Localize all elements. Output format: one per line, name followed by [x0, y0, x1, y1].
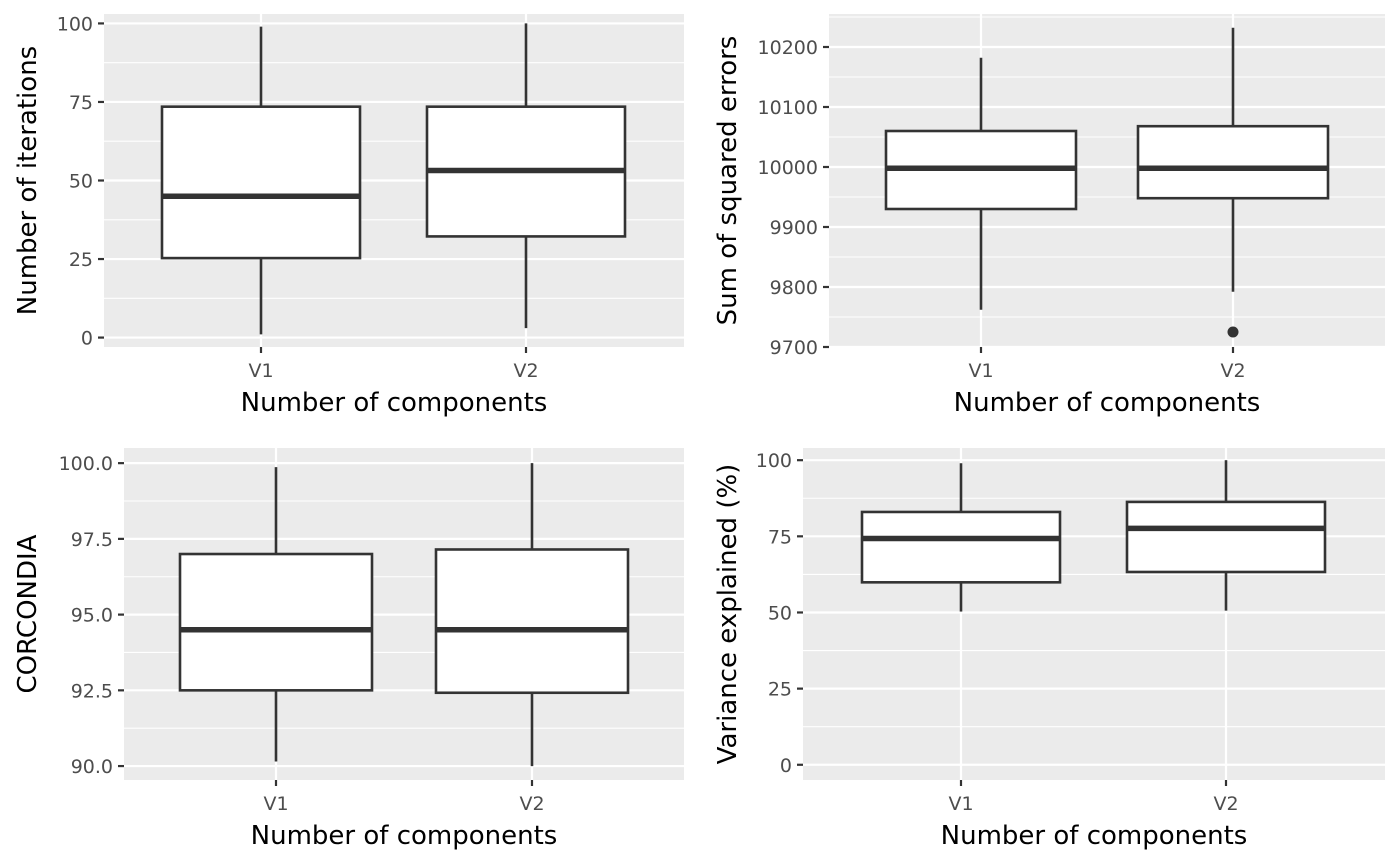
x-tick-label: V2 — [1213, 793, 1238, 815]
interquartile-box — [434, 548, 630, 695]
box-v1 — [160, 26, 362, 335]
y-tick-label: 25 — [768, 679, 792, 701]
y-tick-label: 100 — [756, 450, 792, 472]
box-v1 — [884, 57, 1078, 310]
x-tick-label: V1 — [248, 360, 273, 382]
panel-corcondia: 90.0 92.5 95.0 97.5 100.0 V1 V2 Number of comp… — [13, 448, 684, 851]
panel-sse: 9700 9800 9900 10000 10100 10200 V1 V2 Number o… — [713, 14, 1385, 418]
y-tick-label: 10100 — [758, 97, 818, 119]
interquartile-box — [1136, 124, 1330, 200]
y-tick-label: 50 — [768, 602, 792, 624]
y-tick-label: 0 — [81, 328, 93, 350]
y-axis-title: CORCONDIA — [13, 534, 43, 693]
x-axis-title: Number of components — [941, 821, 1248, 851]
y-tick-label: 9800 — [770, 277, 818, 299]
y-tick-label: 0 — [780, 755, 792, 777]
interquartile-box — [1125, 500, 1327, 574]
box-v2 — [434, 463, 630, 767]
y-tick-label: 100 — [57, 13, 93, 35]
y-tick-label: 10000 — [758, 157, 818, 179]
x-axis-title: Number of components — [241, 388, 548, 418]
x-tick-label: V2 — [1220, 360, 1245, 382]
x-axis-title: Number of components — [251, 821, 558, 851]
x-tick-label: V1 — [263, 793, 288, 815]
box-v2 — [425, 23, 627, 329]
x-axis-title: Number of components — [954, 388, 1261, 418]
outlier-point — [1227, 326, 1239, 338]
interquartile-box — [178, 552, 374, 692]
y-tick-label: 25 — [69, 249, 93, 271]
y-tick-label: 90.0 — [71, 756, 113, 778]
y-tick-label: 10200 — [758, 37, 818, 59]
y-axis-title: Number of iterations — [13, 46, 43, 315]
x-tick-label: V2 — [519, 793, 544, 815]
box-v2 — [1136, 27, 1330, 338]
panel-variance: 0 25 50 75 100 V1 V2 Number of components Vari… — [713, 448, 1385, 851]
y-tick-label: 9900 — [770, 217, 818, 239]
box-v1 — [860, 463, 1062, 612]
y-axis-title: Sum of squared errors — [713, 36, 743, 326]
x-tick-label: V1 — [948, 793, 973, 815]
x-tick-label: V1 — [968, 360, 993, 382]
box-v2 — [1125, 460, 1327, 611]
panel-iterations: 0 25 50 75 100 V1 V2 Number of components Numb… — [13, 13, 684, 418]
y-tick-label: 100.0 — [59, 453, 113, 475]
y-tick-label: 92.5 — [71, 680, 113, 702]
y-tick-label: 75 — [69, 92, 93, 114]
interquartile-box — [860, 510, 1062, 584]
y-tick-label: 50 — [69, 171, 93, 193]
y-tick-label: 75 — [768, 526, 792, 548]
y-tick-label: 97.5 — [71, 529, 113, 551]
y-tick-label: 95.0 — [71, 605, 113, 627]
y-tick-label: 9700 — [770, 337, 818, 359]
box-v1 — [178, 467, 374, 762]
interquartile-box — [160, 105, 362, 260]
x-tick-label: V2 — [513, 360, 538, 382]
y-axis-title: Variance explained (%) — [713, 464, 743, 765]
